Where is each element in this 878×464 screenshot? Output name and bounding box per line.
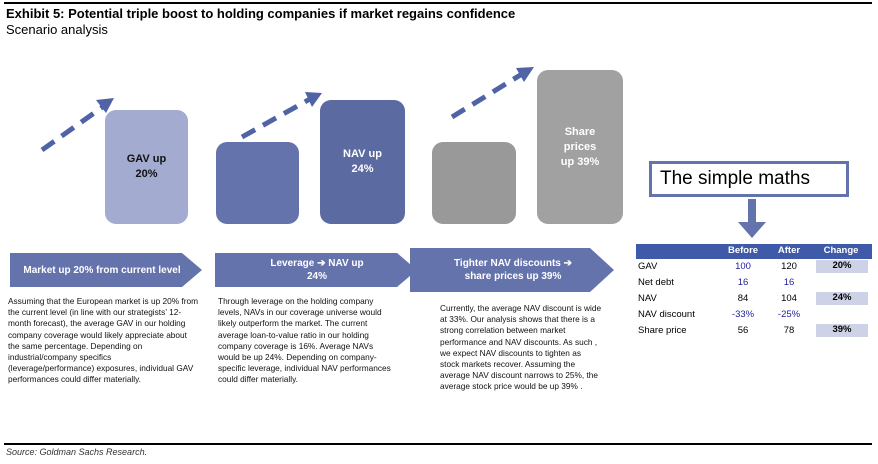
exhibit-subtitle: Scenario analysis	[6, 22, 108, 37]
row-after: 78	[783, 325, 795, 336]
banner-shape-market	[10, 253, 202, 287]
row-before: -33%	[731, 309, 755, 320]
row-label: NAV discount	[638, 309, 695, 320]
table-row: Net debt 16 16	[636, 275, 872, 291]
nav-up-label: NAV up 24%	[343, 148, 382, 175]
row-label: Net debt	[638, 277, 674, 288]
share-prices-label: Share prices up 39%	[560, 125, 600, 168]
paragraph-discount: Currently, the average NAV discount is w…	[440, 303, 602, 392]
nav-up-box: NAV up 24%	[320, 100, 405, 224]
table-row: GAV 100 120 20%	[636, 259, 872, 275]
row-label: Share price	[638, 325, 687, 336]
leverage-bar-box	[216, 142, 299, 224]
simple-maths-box: The simple maths	[649, 161, 849, 197]
growth-arrow-2-head	[305, 92, 322, 107]
row-after: -25%	[777, 309, 801, 320]
discount-bar-box	[432, 142, 516, 224]
paragraph-market: Assuming that the European market is up …	[8, 296, 199, 385]
header-after: After	[777, 245, 801, 256]
row-after: 16	[783, 277, 795, 288]
banner-leverage: Leverage ➔ NAV up 24%	[270, 258, 364, 282]
header-change: Change	[823, 245, 859, 256]
row-before: 16	[737, 277, 749, 288]
growth-arrow-3-line	[450, 71, 524, 120]
row-before: 100	[735, 261, 751, 272]
growth-arrow-1-head	[96, 98, 114, 113]
row-after: 120	[781, 261, 797, 272]
banner-market: Market up 20% from current level	[23, 264, 181, 276]
gav-up-label: GAV up 20%	[126, 153, 167, 180]
row-change: 39%	[816, 324, 868, 337]
banner-shape-leverage	[215, 253, 417, 287]
row-before: 84	[737, 293, 749, 304]
row-after: 104	[781, 293, 797, 304]
row-label: NAV	[638, 293, 657, 304]
table-row: Share price 56 78 39%	[636, 323, 872, 339]
exhibit-title: Exhibit 5: Potential triple boost to hol…	[6, 6, 516, 21]
header-before: Before	[727, 245, 759, 256]
banner-shape-discount	[410, 248, 614, 292]
share-prices-box: Share prices up 39%	[537, 70, 623, 224]
row-change: 24%	[816, 292, 868, 305]
growth-arrow-3-head	[516, 67, 534, 82]
growth-arrow-1-line	[40, 103, 106, 153]
row-label: GAV	[638, 261, 658, 272]
table-row: NAV 84 104 24%	[636, 291, 872, 307]
paragraph-leverage: Through leverage on the holding company …	[218, 296, 391, 385]
source-note: Source: Goldman Sachs Research.	[6, 447, 148, 457]
table-header-row: Before After Change	[636, 244, 872, 259]
table-row: NAV discount -33% -25%	[636, 307, 872, 323]
maths-connector-stem	[748, 199, 756, 223]
top-rule	[4, 2, 872, 4]
bottom-rule	[4, 443, 872, 445]
row-change: 20%	[816, 260, 868, 273]
banner-discount: Tighter NAV discounts ➔ share prices up …	[453, 258, 573, 282]
maths-table: Before After Change GAV 100 120 20% Net …	[636, 244, 872, 339]
row-before: 56	[737, 325, 749, 336]
maths-connector-head	[738, 222, 766, 238]
growth-arrow-2-line	[240, 96, 312, 140]
gav-up-box: GAV up 20%	[105, 110, 188, 224]
